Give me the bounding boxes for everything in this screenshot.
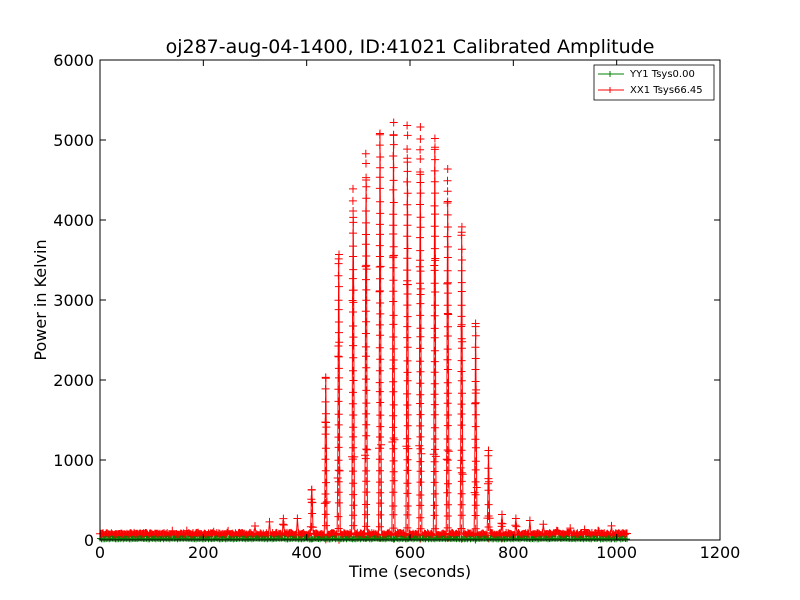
y-tick-label: 5000: [53, 131, 94, 150]
chart-title: oj287-aug-04-1400, ID:41021 Calibrated A…: [166, 36, 655, 58]
legend-yy1-marker: [607, 71, 613, 77]
y-tick-label: 0: [84, 531, 94, 550]
x-tick-label: 1200: [700, 543, 741, 562]
legend-box: [593, 64, 715, 101]
legend-xx1-marker: [607, 87, 613, 93]
y-axis: 0 1000 2000 3000 4000 5000 6000: [53, 51, 720, 550]
x-tick-label: 0: [95, 543, 105, 562]
y-tick-label: 4000: [53, 211, 94, 230]
legend: YY1 Tsys0.00 XX1 Tsys66.45: [593, 64, 715, 101]
x-tick-label: 800: [498, 543, 529, 562]
plot-area: [100, 60, 720, 540]
legend-xx1-label: XX1 Tsys66.45: [630, 85, 703, 96]
x-tick-label: 1000: [596, 543, 637, 562]
x-axis: 0 200 400 600 800 1000 1200: [95, 60, 740, 562]
series-layer: [96, 118, 631, 544]
y-axis-label: Power in Kelvin: [31, 239, 50, 360]
y-tick-label: 6000: [53, 51, 94, 70]
legend-yy1-label: YY1 Tsys0.00: [629, 69, 695, 80]
x-axis-label: Time (seconds): [348, 562, 471, 581]
x-tick-label: 600: [395, 543, 426, 562]
x-tick-label: 200: [188, 543, 219, 562]
y-tick-label: 2000: [53, 371, 94, 390]
y-tick-label: 3000: [53, 291, 94, 310]
x-tick-label: 400: [291, 543, 322, 562]
y-tick-label: 1000: [53, 451, 94, 470]
